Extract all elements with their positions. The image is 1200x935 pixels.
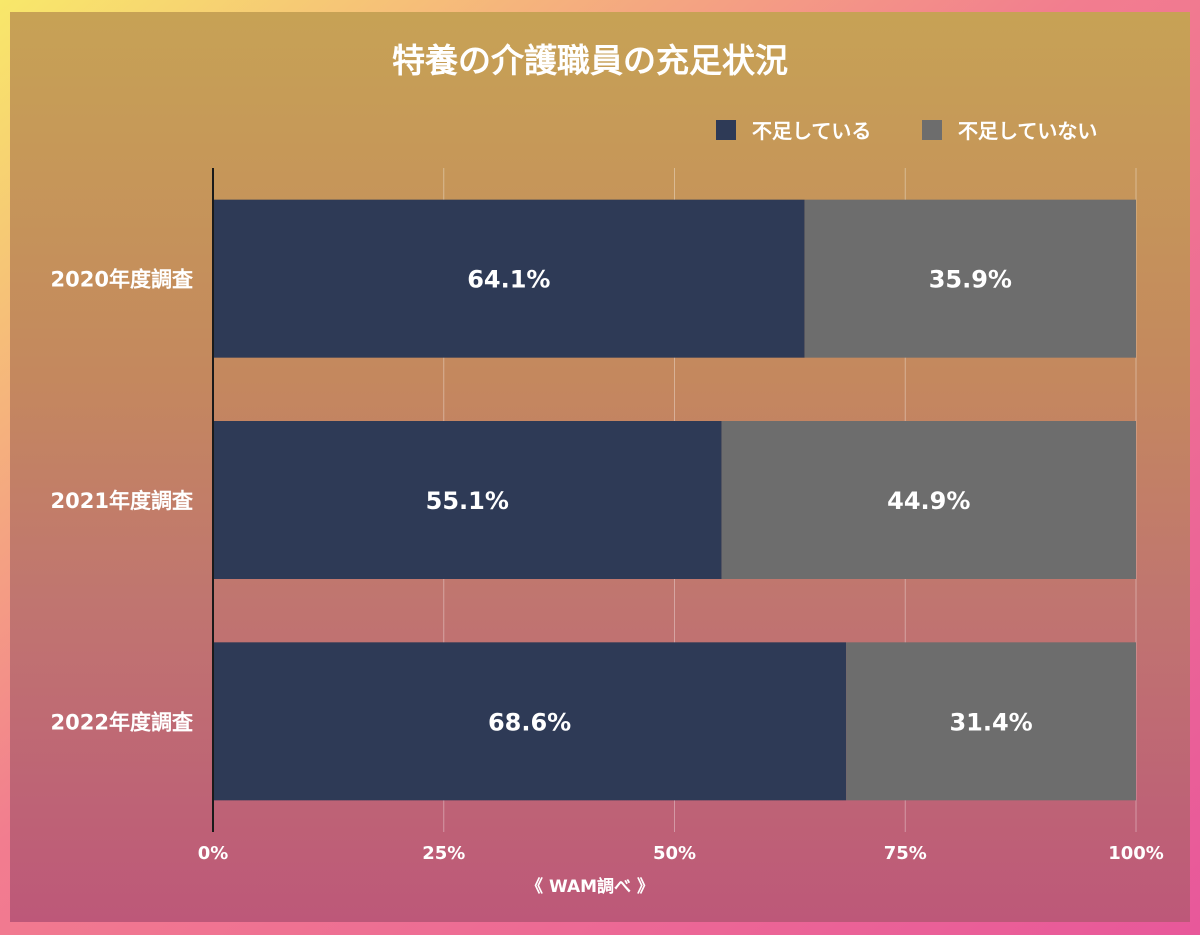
source-note: 《 WAM調べ 》 <box>526 876 654 897</box>
bar-0-0 <box>213 199 805 358</box>
x-tick-label-4: 100% <box>1108 843 1164 864</box>
value-label-1-0: 55.1% <box>426 487 509 515</box>
x-tick-label-0: 0% <box>198 843 229 864</box>
value-label-2-0: 68.6% <box>488 708 571 736</box>
category-labels: 2020年度調査 2021年度調査 2022年度調査 <box>51 268 193 735</box>
legend-label-0: 不足している <box>752 119 871 143</box>
value-label-2-1: 31.4% <box>949 708 1032 736</box>
bar-1-1 <box>721 421 1136 579</box>
x-tick-label-2: 50% <box>653 843 696 864</box>
category-label-2: 2022年度調査 <box>51 710 193 734</box>
value-labels: 64.1% 35.9% 55.1% 44.9% 68.6% 31.4% <box>426 266 1033 737</box>
category-label-0: 2020年度調査 <box>51 268 193 292</box>
bar-2-1 <box>846 642 1136 801</box>
legend: 不足している 不足していない <box>716 119 1097 143</box>
x-tick-label-3: 75% <box>884 843 927 864</box>
legend-swatch-0 <box>716 120 736 140</box>
bars <box>213 199 1136 801</box>
legend-label-1: 不足していない <box>958 119 1097 143</box>
x-tick-label-1: 25% <box>422 843 465 864</box>
chart-title: 特養の介護職員の充足状況 <box>392 41 788 80</box>
value-label-0-0: 64.1% <box>467 266 550 294</box>
bar-0-1 <box>804 199 1136 358</box>
value-label-0-1: 35.9% <box>929 266 1012 294</box>
bar-1-0 <box>213 421 722 579</box>
x-tick-labels: 0% 25% 50% 75% 100% <box>198 843 1164 864</box>
legend-swatch-1 <box>922 120 942 140</box>
category-label-1: 2021年度調査 <box>51 489 193 513</box>
value-label-1-1: 44.9% <box>887 487 970 515</box>
bar-2-0 <box>213 642 847 801</box>
